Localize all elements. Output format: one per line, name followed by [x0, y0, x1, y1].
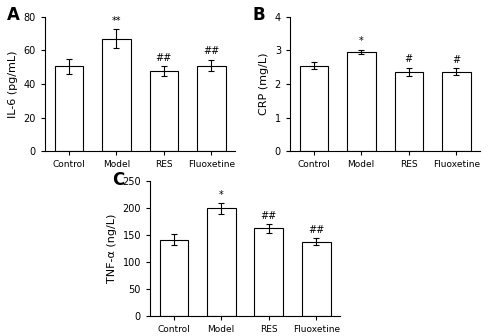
- Text: ##: ##: [203, 46, 220, 56]
- Bar: [102, 39, 130, 151]
- Y-axis label: TNF-α (ng/L): TNF-α (ng/L): [107, 214, 117, 283]
- Y-axis label: CRP (mg/L): CRP (mg/L): [259, 53, 269, 115]
- Bar: [302, 242, 330, 316]
- Bar: [300, 66, 328, 151]
- Text: ##: ##: [308, 225, 324, 235]
- Bar: [394, 72, 423, 151]
- Text: ##: ##: [260, 211, 277, 220]
- Bar: [150, 72, 178, 151]
- Text: *: *: [219, 190, 224, 200]
- Bar: [254, 228, 283, 316]
- Bar: [347, 52, 376, 151]
- Text: #: #: [404, 54, 413, 64]
- Bar: [442, 72, 470, 151]
- Bar: [197, 66, 226, 151]
- Bar: [160, 240, 188, 316]
- Text: *: *: [359, 36, 364, 46]
- Text: #: #: [452, 55, 460, 65]
- Text: **: **: [112, 16, 121, 26]
- Text: C: C: [112, 171, 124, 189]
- Text: A: A: [7, 6, 20, 24]
- Bar: [207, 208, 236, 316]
- Bar: [54, 66, 83, 151]
- Text: B: B: [252, 6, 264, 24]
- Text: ##: ##: [156, 53, 172, 63]
- Y-axis label: IL-6 (pg/mL): IL-6 (pg/mL): [8, 50, 18, 118]
